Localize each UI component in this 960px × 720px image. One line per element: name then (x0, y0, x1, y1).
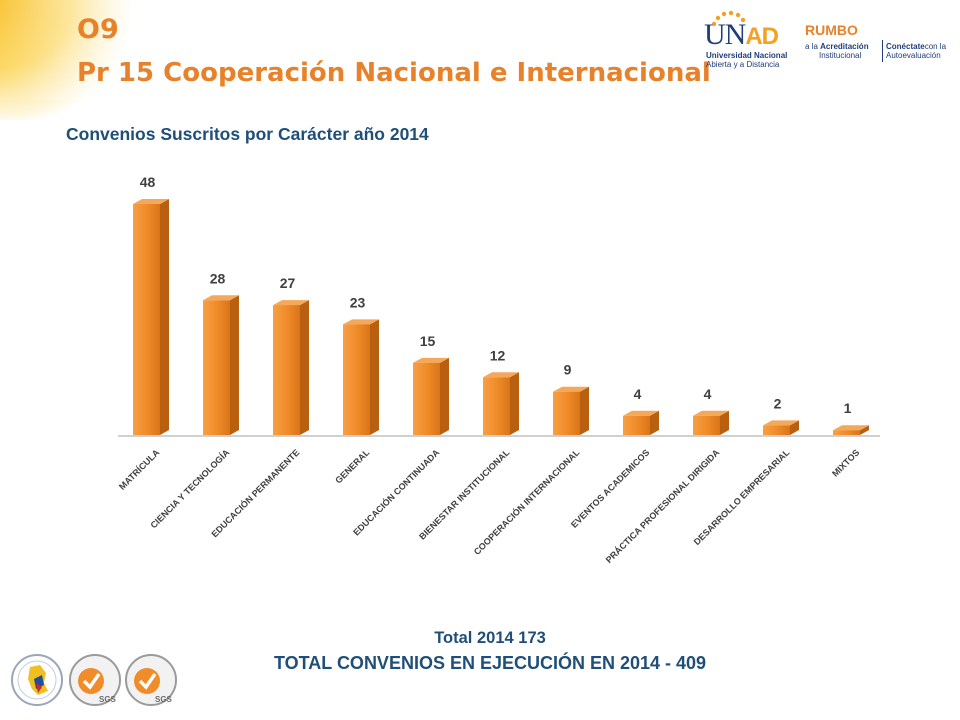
data-label: 4 (634, 386, 642, 402)
rumbo-left-line2: Institucional (819, 51, 862, 60)
colombia-seal-icon (11, 654, 63, 706)
category-label: EVENTOS ACADEMICOS (569, 447, 651, 529)
bar-side (650, 410, 659, 435)
bar-top (203, 295, 239, 301)
rumbo-wordmark: RUMBO (805, 22, 858, 38)
data-label: 9 (564, 362, 572, 378)
sgs-certification-icon: SGS (69, 654, 121, 706)
bar-front (483, 377, 510, 435)
bar-front (763, 425, 790, 435)
bar-side (370, 319, 379, 435)
bar (693, 410, 729, 435)
slide-title: Pr 15 Cooperación Nacional e Internacion… (77, 58, 711, 88)
bar-top (833, 425, 869, 431)
bar-front (203, 300, 230, 435)
category-label: CIENCIA Y TECNOLOGÍA (148, 447, 231, 530)
data-label: 1 (844, 400, 852, 416)
bar-side (230, 295, 239, 435)
bar (483, 372, 519, 435)
chart-title: Convenios Suscritos por Carácter año 201… (66, 124, 429, 144)
svg-text:SGS: SGS (99, 695, 117, 704)
rumbo-logo: RUMBO a la Acreditación Institucional Co… (805, 22, 950, 68)
total-en-ejecucion: TOTAL CONVENIOS EN EJECUCIÓN EN 2014 - 4… (273, 653, 707, 673)
bar (413, 357, 449, 435)
category-label: MATRÍCULA (117, 447, 162, 492)
bar (343, 319, 379, 435)
bar-top (413, 357, 449, 363)
bar-top (693, 410, 729, 416)
rumbo-right-line2: Autoevaluación (886, 51, 941, 60)
data-label: 23 (350, 294, 366, 310)
bar-side (440, 357, 449, 435)
bar-side (300, 300, 309, 435)
unad-logo: UNAD Universidad Nacional Abierta y a Di… (700, 10, 790, 72)
bar (203, 295, 239, 435)
bar-side (720, 410, 729, 435)
bar-front (133, 204, 160, 435)
bar-front (553, 391, 580, 435)
bar-top (623, 410, 659, 416)
bar-top (763, 420, 799, 426)
bar-top (483, 372, 519, 378)
bar (623, 410, 659, 435)
data-label: 28 (210, 270, 226, 286)
bar-side (860, 425, 869, 435)
data-label: 12 (490, 347, 506, 363)
bar-front (413, 362, 440, 435)
bar-side (160, 199, 169, 435)
category-label: GENERAL (333, 447, 372, 486)
unad-wordmark: UNAD (704, 18, 779, 51)
bar-top (343, 319, 379, 325)
category-label: MIXTOS (830, 447, 861, 478)
data-label: 4 (704, 386, 712, 402)
data-label: 15 (420, 333, 436, 349)
bar-side (510, 372, 519, 435)
slide-code: O9 (77, 14, 119, 45)
bar (133, 199, 169, 435)
bar (763, 420, 799, 435)
rumbo-left-line1: a la Acreditación (805, 42, 869, 51)
bar-front (273, 305, 300, 435)
bar (833, 425, 869, 435)
data-label: 27 (280, 275, 296, 291)
bar-front (693, 415, 720, 435)
bar-side (580, 386, 589, 435)
unad-line1: Universidad Nacional (706, 51, 788, 60)
data-label: 2 (774, 395, 782, 411)
bar (553, 386, 589, 435)
header-band (0, 0, 960, 100)
bar-front (343, 324, 370, 435)
rumbo-divider (882, 40, 883, 62)
bar-front (833, 430, 860, 435)
svg-text:SGS: SGS (155, 695, 173, 704)
unad-line2: Abierta y a Distancia (706, 60, 780, 69)
bar-front (623, 415, 650, 435)
rumbo-right-line1: Conéctatecon la (886, 42, 947, 51)
bar (273, 300, 309, 435)
data-label: 48 (140, 174, 156, 190)
bar-side (790, 420, 799, 435)
sgs-certification-icon: SGS (125, 654, 177, 706)
category-label: PRÁCTICA PROFESIONAL DIRIGIDA (604, 447, 722, 565)
total-2014: Total 2014 173 (434, 629, 546, 647)
unad-dots-icon (711, 10, 746, 27)
bar-top (273, 300, 309, 306)
bar-top (553, 386, 589, 392)
bar-top (133, 199, 169, 204)
